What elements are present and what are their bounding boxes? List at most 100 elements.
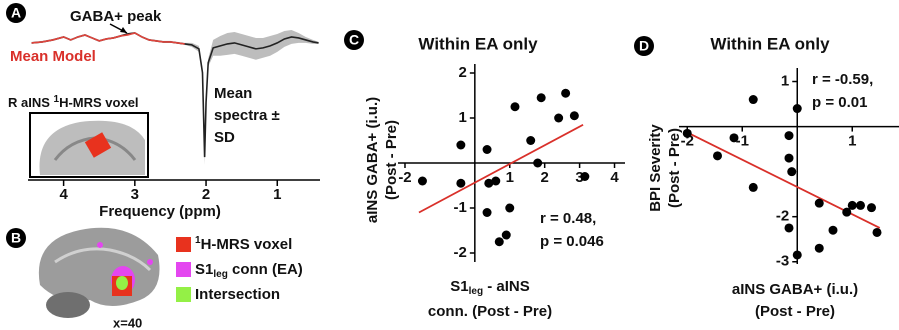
point — [554, 114, 563, 123]
point — [483, 145, 492, 154]
annotation: GABA+ peak — [70, 8, 162, 25]
legend-label: S1leg conn (EA) — [195, 261, 303, 280]
point — [491, 177, 500, 186]
x-axis-label: conn. (Post - Pre) — [428, 303, 552, 320]
legend-swatch — [176, 262, 191, 277]
point — [456, 141, 465, 150]
point — [829, 226, 838, 235]
text-part: - aINS — [483, 278, 530, 295]
point — [749, 95, 758, 104]
chart-title: Within EA only — [710, 34, 830, 53]
point — [873, 228, 882, 237]
page: A B C D GABA+ peak Mean Model Mean spect… — [0, 0, 899, 330]
intersection-region — [116, 276, 128, 290]
x-tick-label: 1 — [506, 169, 514, 186]
x-tick-label: 3 — [131, 186, 139, 203]
annotation: r = -0.59, — [812, 71, 873, 88]
panel-label: A — [11, 5, 21, 21]
point — [502, 231, 511, 240]
text-part: conn (EA) — [228, 261, 303, 278]
point — [856, 201, 865, 210]
x-tick-label: 4 — [59, 186, 68, 203]
legend-swatch — [176, 287, 191, 302]
point — [526, 136, 535, 145]
point — [456, 179, 465, 188]
y-axis-label: (Post - Pre) — [383, 120, 400, 200]
x-tick-label: -1 — [736, 133, 749, 150]
panel-label: C — [349, 32, 359, 48]
legend: 1H-MRS voxel S1leg conn (EA) Intersectio… — [195, 235, 303, 303]
point — [793, 250, 802, 259]
point — [418, 177, 427, 186]
point — [683, 129, 692, 138]
text-part: H-MRS voxel — [201, 236, 293, 253]
point — [483, 208, 492, 217]
point — [495, 237, 504, 246]
annotation: R aINS 1H-MRS voxel — [8, 94, 139, 111]
point — [505, 204, 514, 213]
x-axis-label: (Post - Pre) — [755, 303, 835, 320]
text-part: S1 — [450, 278, 468, 295]
cerebellum — [46, 292, 90, 318]
figure: A B C D GABA+ peak Mean Model Mean spect… — [0, 0, 899, 330]
point — [815, 199, 824, 208]
subscript: leg — [213, 269, 227, 280]
annotation: spectra ± — [214, 107, 280, 124]
legend-label: 1H-MRS voxel — [195, 235, 292, 253]
point — [537, 93, 546, 102]
x-axis-label: S1leg - aINS — [450, 278, 530, 297]
annotation: p = 0.046 — [540, 233, 604, 250]
point — [561, 89, 570, 98]
point — [749, 183, 758, 192]
subscript: leg — [469, 286, 483, 297]
panel-label: D — [639, 38, 649, 54]
x-tick-label: 2 — [202, 186, 210, 203]
legend-label: Intersection — [195, 286, 280, 303]
point — [785, 131, 794, 140]
slice-label: x=40 — [113, 315, 142, 330]
annotation: r = 0.48, — [540, 210, 596, 227]
point — [815, 244, 824, 253]
point — [785, 154, 794, 163]
y-tick-label: -2 — [776, 208, 789, 225]
y-tick-label: 1 — [781, 72, 789, 89]
panel-label: B — [11, 230, 21, 246]
x-axis-label: aINS GABA+ (i.u.) — [732, 281, 858, 298]
fit-line — [419, 125, 583, 213]
text-part: R aINS — [8, 95, 54, 110]
point — [713, 151, 722, 160]
x-tick-label: 1 — [273, 186, 281, 203]
y-tick-label: -1 — [453, 199, 466, 216]
annotation: p = 0.01 — [812, 94, 867, 111]
conn-spot — [147, 259, 153, 265]
text-part: H-MRS voxel — [59, 95, 138, 110]
annotation: SD — [214, 129, 235, 146]
y-axis-label: aINS GABA+ (i.u.) — [364, 97, 381, 223]
point — [785, 223, 794, 232]
point — [580, 172, 589, 181]
y-axis-label: BPI Severity — [647, 124, 664, 212]
point — [570, 111, 579, 120]
text-part: S1 — [195, 261, 213, 278]
point — [867, 203, 876, 212]
conn-spot — [97, 242, 103, 248]
y-tick-label: -2 — [453, 244, 466, 261]
x-tick-label: -2 — [398, 169, 411, 186]
x-axis-label: Frequency (ppm) — [99, 203, 221, 220]
point — [510, 102, 519, 111]
y-tick-label: 2 — [458, 64, 466, 81]
spectrum-line — [32, 33, 185, 44]
point — [533, 159, 542, 168]
annotation: Mean — [214, 85, 252, 102]
y-tick-label: -3 — [776, 253, 789, 270]
point — [787, 167, 796, 176]
point — [730, 133, 739, 142]
legend-swatch — [176, 237, 191, 252]
text-part: Intersection — [195, 286, 280, 303]
x-tick-label: 1 — [848, 133, 856, 150]
annotation: Mean Model — [10, 48, 96, 65]
point — [848, 201, 857, 210]
point — [793, 104, 802, 113]
y-tick-label: 1 — [458, 109, 466, 126]
x-tick-label: 4 — [610, 169, 619, 186]
